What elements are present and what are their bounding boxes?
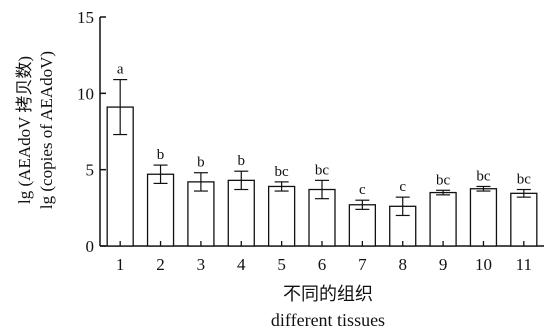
bars: [106, 78, 538, 247]
x-tick-label: 10: [475, 255, 492, 274]
x-tick-label: 3: [197, 255, 206, 274]
significance-label: b: [238, 153, 246, 169]
significance-label: c: [359, 182, 366, 198]
significance-label: bc: [436, 172, 451, 188]
y-axis-label-cn: lg (AEAdoV 拷贝数): [15, 56, 34, 204]
x-tick-label: 5: [277, 255, 286, 274]
significance-labels: a b b b bc bc c c bc bc bc: [117, 62, 531, 199]
y-tick-label: 15: [77, 8, 94, 27]
y-tick-label: 10: [77, 84, 94, 103]
significance-label: bc: [476, 168, 491, 184]
x-tick-label: 1: [116, 255, 125, 274]
significance-label: a: [117, 62, 124, 78]
x-axis-label-en: different tissues: [271, 310, 385, 330]
significance-label: bc: [517, 172, 532, 188]
x-tick-label: 7: [358, 255, 367, 274]
bar: [510, 192, 538, 247]
x-axis-label-cn: 不同的组织: [283, 284, 373, 304]
significance-label: b: [197, 155, 205, 171]
bar: [146, 173, 175, 247]
significance-label: b: [157, 147, 165, 163]
bar: [187, 181, 215, 247]
significance-label: bc: [275, 164, 290, 180]
bar: [429, 191, 457, 247]
x-tick-label: 11: [516, 255, 532, 274]
x-tick-label: 9: [439, 255, 448, 274]
x-tick-labels: 1 2 3 4 5 6 7 8 9 10 11: [116, 241, 532, 274]
y-tick-label: 0: [86, 237, 95, 256]
significance-label: c: [399, 179, 406, 195]
x-tick-label: 8: [398, 255, 407, 274]
y-tick-labels: 0 5 10 15: [77, 8, 106, 256]
bar: [267, 185, 296, 247]
y-axis-label-en: lg (copies of AEAdoV): [37, 51, 56, 209]
bar: [227, 179, 255, 247]
x-tick-label: 4: [237, 255, 246, 274]
significance-label: bc: [315, 162, 330, 178]
bar: [348, 204, 377, 247]
y-tick-label: 5: [86, 161, 95, 180]
x-tick-label: 6: [318, 255, 327, 274]
x-tick-label: 2: [156, 255, 165, 274]
bar: [469, 188, 498, 247]
